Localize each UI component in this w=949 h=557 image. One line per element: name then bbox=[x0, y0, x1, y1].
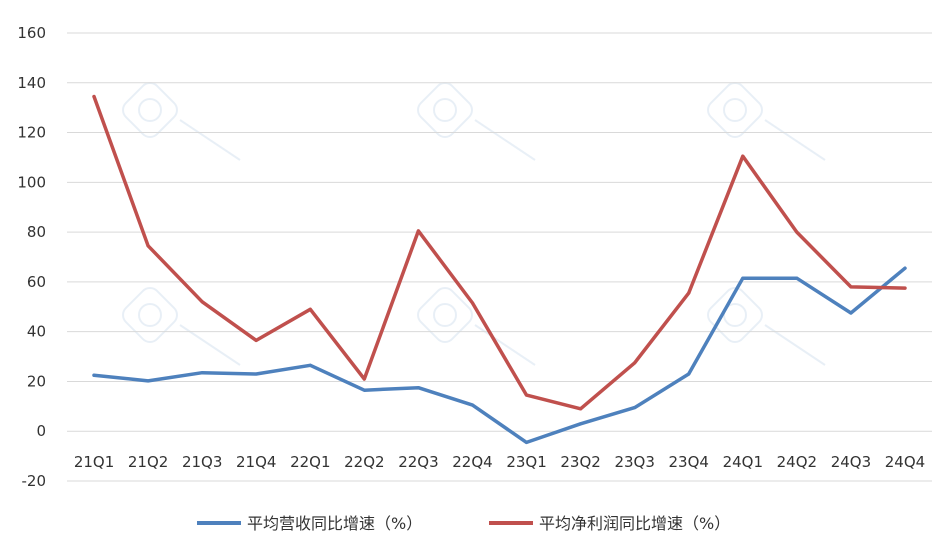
data-point bbox=[525, 440, 529, 444]
data-point bbox=[362, 388, 366, 392]
data-point bbox=[200, 300, 204, 304]
data-point bbox=[741, 154, 745, 158]
x-tick-label: 24Q3 bbox=[831, 453, 871, 471]
x-tick-label: 23Q3 bbox=[614, 453, 654, 471]
watermark-logo bbox=[417, 82, 536, 161]
data-point bbox=[579, 422, 583, 426]
series-line-2 bbox=[92, 94, 907, 411]
y-tick-label: 0 bbox=[36, 422, 46, 440]
y-tick-label: 160 bbox=[17, 24, 46, 42]
x-tick-label: 22Q1 bbox=[290, 453, 330, 471]
y-tick-label: 100 bbox=[17, 173, 46, 191]
data-point bbox=[92, 94, 96, 98]
y-tick-label: 80 bbox=[27, 223, 46, 241]
x-tick-label: 21Q4 bbox=[236, 453, 276, 471]
x-tick-label: 24Q1 bbox=[723, 453, 763, 471]
y-tick-label: 120 bbox=[17, 124, 46, 142]
y-tick-label: -20 bbox=[22, 472, 47, 490]
data-point bbox=[362, 377, 366, 381]
data-point bbox=[308, 307, 312, 311]
data-point bbox=[849, 311, 853, 315]
data-point bbox=[525, 393, 529, 397]
data-point bbox=[849, 285, 853, 289]
data-point bbox=[200, 371, 204, 375]
data-point bbox=[470, 403, 474, 407]
data-point bbox=[146, 244, 150, 248]
data-point bbox=[254, 372, 258, 376]
watermark-logo bbox=[707, 287, 826, 366]
watermark-logo bbox=[122, 287, 241, 366]
data-point bbox=[146, 379, 150, 383]
data-point bbox=[687, 372, 691, 376]
x-tick-label: 23Q2 bbox=[560, 453, 600, 471]
data-point bbox=[579, 407, 583, 411]
y-axis-ticks: 160 140 120 100 80 60 40 20 0 -20 bbox=[17, 24, 46, 490]
x-tick-label: 21Q3 bbox=[182, 453, 222, 471]
data-point bbox=[795, 230, 799, 234]
x-tick-label: 21Q1 bbox=[74, 453, 114, 471]
y-tick-label: 140 bbox=[17, 74, 46, 92]
x-tick-label: 24Q2 bbox=[777, 453, 817, 471]
x-tick-label: 21Q2 bbox=[128, 453, 168, 471]
data-point bbox=[633, 361, 637, 365]
x-tick-label: 22Q2 bbox=[344, 453, 384, 471]
data-point bbox=[308, 363, 312, 367]
data-point bbox=[633, 406, 637, 410]
gridlines bbox=[67, 32, 932, 482]
data-point bbox=[687, 291, 691, 295]
watermark-logo bbox=[417, 287, 536, 366]
y-tick-label: 40 bbox=[27, 323, 46, 341]
data-point bbox=[795, 276, 799, 280]
data-point bbox=[470, 301, 474, 305]
x-tick-label: 23Q1 bbox=[506, 453, 546, 471]
legend: 平均营收同比增速（%） 平均净利润同比增速（%） bbox=[197, 514, 730, 533]
watermark-logo bbox=[707, 82, 826, 161]
series-line-1 bbox=[92, 266, 907, 445]
y-tick-label: 20 bbox=[27, 372, 46, 390]
data-point bbox=[741, 276, 745, 280]
watermark-logo bbox=[122, 82, 241, 161]
x-tick-label: 24Q4 bbox=[885, 453, 925, 471]
data-point bbox=[903, 286, 907, 290]
x-tick-label: 22Q3 bbox=[398, 453, 438, 471]
x-tick-label: 22Q4 bbox=[452, 453, 492, 471]
data-point bbox=[254, 338, 258, 342]
data-point bbox=[903, 266, 907, 270]
data-point bbox=[416, 386, 420, 390]
data-point bbox=[416, 229, 420, 233]
x-tick-label: 23Q4 bbox=[669, 453, 709, 471]
x-axis-ticks: 21Q1 21Q2 21Q3 21Q4 22Q1 22Q2 22Q3 22Q4 23Q1 23Q2… bbox=[74, 453, 925, 471]
data-point bbox=[92, 373, 96, 377]
y-tick-label: 60 bbox=[27, 273, 46, 291]
legend-label: 平均营收同比增速（%） bbox=[247, 514, 422, 533]
legend-label: 平均净利润同比增速（%） bbox=[539, 514, 730, 533]
series-lines bbox=[92, 94, 907, 445]
